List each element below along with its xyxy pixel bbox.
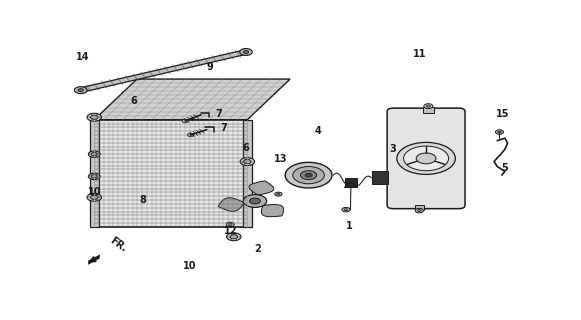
Text: 12: 12 [224,226,238,236]
Polygon shape [372,172,388,184]
Circle shape [404,146,449,171]
Circle shape [87,113,102,121]
Text: FR.: FR. [107,236,128,254]
FancyBboxPatch shape [387,108,465,209]
Polygon shape [89,120,99,227]
Circle shape [88,151,100,157]
Text: 4: 4 [315,126,321,136]
Circle shape [91,195,98,199]
Circle shape [91,115,98,119]
Circle shape [416,153,436,164]
Circle shape [250,198,260,204]
Polygon shape [249,181,274,195]
Circle shape [300,171,317,180]
Text: 6: 6 [130,96,137,106]
Circle shape [188,133,193,137]
Circle shape [226,222,234,227]
Circle shape [424,104,433,108]
Circle shape [240,49,252,55]
Polygon shape [94,120,248,227]
Circle shape [228,223,232,225]
Circle shape [230,235,238,239]
Circle shape [344,209,348,211]
Circle shape [91,153,97,156]
Circle shape [426,105,431,107]
Polygon shape [261,204,284,217]
Text: 2: 2 [254,244,261,254]
Circle shape [74,87,87,93]
Text: 3: 3 [389,144,396,154]
Circle shape [293,166,324,184]
Text: 8: 8 [139,195,146,205]
Circle shape [275,192,282,196]
Polygon shape [79,50,248,92]
Text: 7: 7 [216,108,223,118]
Text: 11: 11 [413,49,426,60]
Circle shape [305,173,312,177]
Text: 10: 10 [183,260,196,271]
Circle shape [78,89,84,92]
Circle shape [91,175,97,178]
Polygon shape [88,255,100,264]
Polygon shape [94,79,290,120]
Text: 9: 9 [207,62,213,72]
Circle shape [240,158,254,165]
Circle shape [342,207,350,212]
Polygon shape [345,178,357,187]
Text: 14: 14 [76,52,89,62]
Circle shape [182,119,188,123]
Circle shape [496,130,504,134]
Text: 1: 1 [346,221,353,231]
Circle shape [243,160,251,164]
Polygon shape [218,198,244,211]
Circle shape [87,193,102,201]
Bar [423,108,434,113]
Circle shape [243,51,249,53]
Circle shape [277,193,280,195]
Text: 6: 6 [243,143,249,153]
Text: 15: 15 [496,108,510,118]
Circle shape [418,210,421,212]
Text: 5: 5 [501,163,508,173]
Text: 13: 13 [274,154,288,164]
Circle shape [227,233,241,241]
Circle shape [397,142,456,174]
Text: 10: 10 [88,188,101,197]
Circle shape [285,162,332,188]
Circle shape [498,131,501,133]
Bar [415,205,424,210]
Circle shape [88,173,100,180]
Text: 7: 7 [220,123,227,133]
Circle shape [243,195,267,207]
Polygon shape [243,120,252,227]
Circle shape [415,208,424,213]
